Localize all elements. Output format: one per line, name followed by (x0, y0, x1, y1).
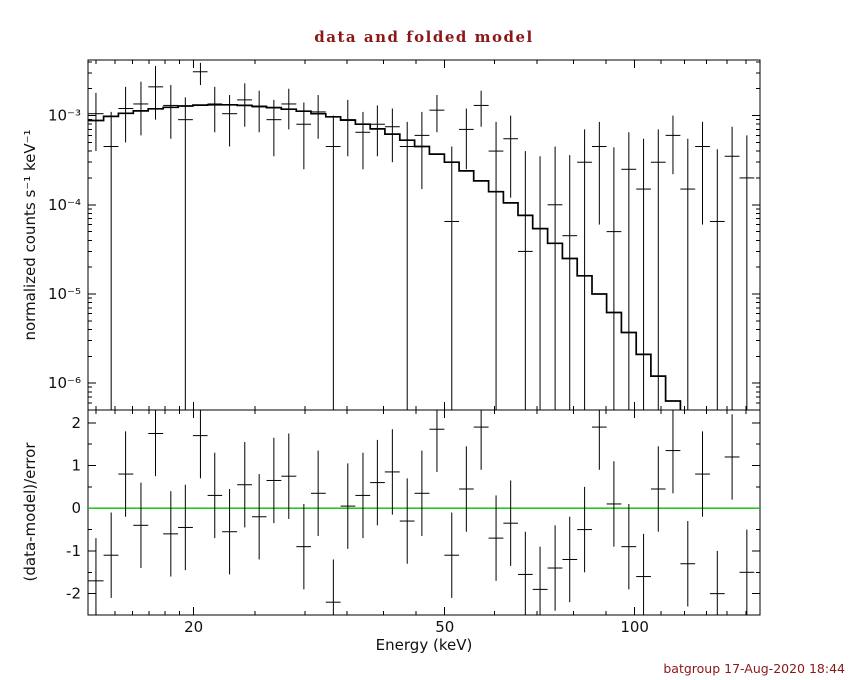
residual-points (88, 410, 755, 615)
y-axis-label-spectrum: normalized counts s⁻¹ keV⁻¹ (21, 129, 39, 341)
y-axis-label-residuals: (data-model)/error (21, 442, 39, 582)
panel-frames (87, 59, 761, 616)
svg-text:10⁻⁶: 10⁻⁶ (48, 374, 81, 392)
svg-text:20: 20 (184, 618, 203, 636)
svg-text:0: 0 (71, 499, 81, 517)
page-title: data and folded model (314, 28, 534, 46)
axis-ticks (88, 60, 760, 615)
model-histogram (88, 103, 682, 410)
timestamp-label: batgroup 17-Aug-2020 18:44 (663, 661, 845, 676)
tick-labels: 20 50 100 10⁻⁶ 10⁻⁵ 10⁻⁴ 10⁻³ -2 -1 0 1 2 (48, 107, 649, 636)
svg-text:100: 100 (620, 618, 649, 636)
svg-text:1: 1 (71, 457, 81, 475)
data-points (88, 62, 755, 410)
svg-text:-1: -1 (66, 542, 81, 560)
x-axis-label: Energy (keV) (375, 636, 473, 654)
svg-text:10⁻⁵: 10⁻⁵ (48, 285, 81, 303)
svg-text:50: 50 (435, 618, 454, 636)
svg-text:10⁻⁴: 10⁻⁴ (48, 196, 81, 214)
svg-text:10⁻³: 10⁻³ (48, 107, 81, 125)
svg-text:-2: -2 (66, 585, 81, 603)
svg-text:2: 2 (71, 414, 81, 432)
